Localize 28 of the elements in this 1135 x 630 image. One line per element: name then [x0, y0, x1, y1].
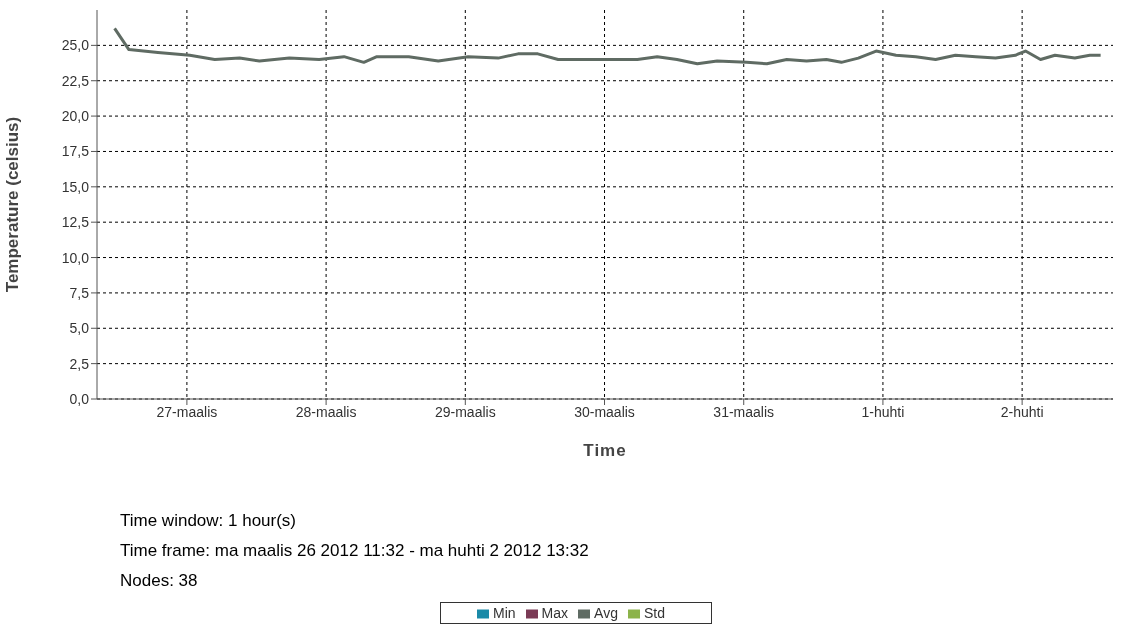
y-tick-label: 2,5: [69, 355, 90, 372]
y-tick-label: 20,0: [61, 108, 90, 125]
legend-label: Avg: [594, 605, 618, 621]
y-axis-title: Temperature (celsius): [3, 116, 23, 293]
x-axis-title: Time: [583, 441, 627, 460]
text: Time window: 1 hour(s): [120, 510, 298, 532]
line-series: [113, 26, 1103, 66]
text: Time frame: ma maalis 26 2012 11:32 - ma huhti 2 2012 13:32: [120, 540, 589, 562]
y-tick-label: 17,5: [61, 143, 90, 160]
legend-label: Max: [541, 605, 569, 621]
x-tick-label: 30-maalis: [574, 403, 635, 420]
y-tick-label: 0,0: [69, 390, 90, 407]
x-tick-label: 31-maalis: [713, 403, 775, 420]
y-tick-label: 7,5: [69, 284, 90, 301]
x-tick-label: 28-maalis: [295, 403, 357, 420]
y-tick-label: 25,0: [61, 37, 90, 54]
y-tick-label: 10,0: [61, 249, 90, 266]
y-tick-label: 12,5: [61, 214, 90, 231]
x-tick-label: 29-maalis: [434, 403, 496, 420]
legend-label: Std: [643, 605, 665, 621]
x-tick-label: 2-huhti: [1000, 403, 1044, 420]
x-tick-label: 1-huhti: [861, 403, 905, 420]
y-tick-label: 5,0: [69, 320, 90, 337]
x-tick-label: 27-maalis: [156, 403, 218, 420]
y-tick-label: 15,0: [61, 178, 90, 195]
text: Nodes: 38: [120, 570, 199, 592]
y-tick-label: 22,5: [61, 72, 90, 89]
legend-label: Min: [493, 605, 516, 621]
